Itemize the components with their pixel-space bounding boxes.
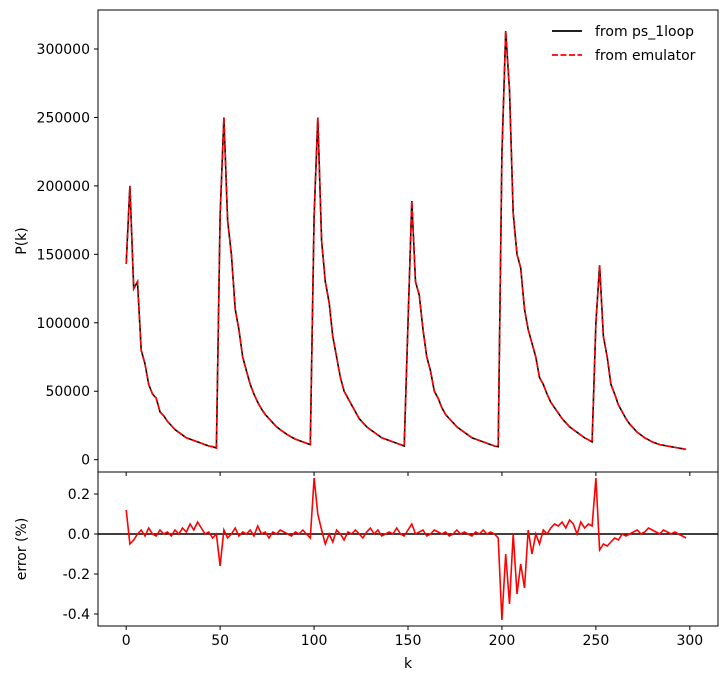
x-tick-label: 0 — [122, 633, 131, 649]
x-tick-label: 50 — [211, 633, 229, 649]
y-tick-label: 100000 — [37, 316, 90, 332]
axes-frame — [97, 471, 719, 627]
y-axis-label: error (%) — [14, 518, 30, 581]
y-tick-label: -0.2 — [63, 567, 90, 583]
x-tick-label: 200 — [489, 633, 516, 649]
y-tick-label: -0.4 — [63, 607, 90, 623]
data-line — [125, 477, 687, 621]
y-tick-label: 0.2 — [68, 487, 90, 503]
y-tick-label: 50000 — [45, 384, 90, 400]
axes-frame — [97, 9, 719, 473]
y-tick-label: 250000 — [37, 110, 90, 126]
legend-label: from emulator — [595, 48, 696, 64]
y-axis-label: P(k) — [14, 227, 30, 254]
y-tick-label: 0 — [81, 453, 90, 469]
data-line — [125, 31, 687, 451]
x-tick-label: 250 — [583, 633, 610, 649]
data-line — [125, 31, 687, 451]
x-axis-label: k — [404, 656, 413, 672]
x-tick-label: 150 — [395, 633, 422, 649]
y-tick-label: 200000 — [37, 179, 90, 195]
y-tick-label: 150000 — [37, 247, 90, 263]
x-tick-label: 100 — [301, 633, 328, 649]
y-tick-label: 0.0 — [68, 527, 90, 543]
legend-label: from ps_1loop — [595, 24, 694, 40]
y-tick-label: 300000 — [37, 42, 90, 58]
x-tick-label: 300 — [676, 633, 703, 649]
